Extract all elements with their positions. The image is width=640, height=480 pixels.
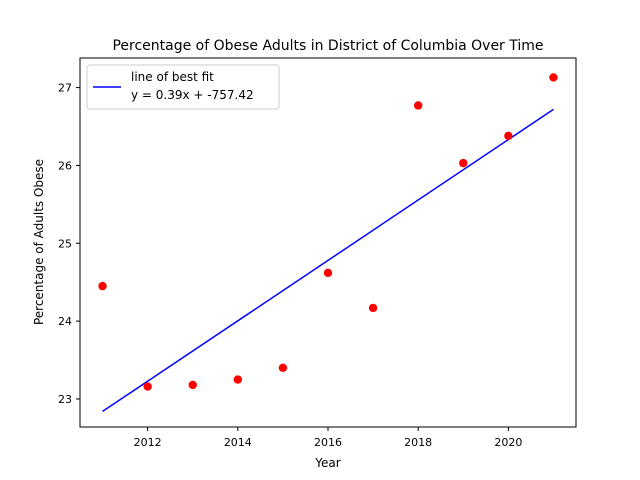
data-point [504, 131, 513, 141]
data-point [233, 375, 243, 384]
data-points-layer [98, 73, 558, 391]
legend-box [86, 64, 280, 110]
fit-line-layer [102, 108, 554, 413]
legend-fit-line-label: line of best fit [131, 70, 214, 84]
data-point [323, 268, 333, 278]
data-point [459, 158, 468, 168]
x-axis-label: Year [314, 456, 340, 470]
legend-fit-line-equation: y = 0.39x + -757.42 [131, 88, 254, 102]
x-tick-label: 2020 [494, 436, 522, 449]
line-of-best-fit [102, 108, 554, 413]
y-tick-label: 27 [58, 82, 72, 95]
y-tick-label: 25 [58, 237, 72, 250]
plot-background [80, 58, 576, 427]
data-point [98, 281, 107, 291]
y-tick-label: 24 [58, 315, 72, 328]
y-tick-label: 26 [58, 159, 72, 172]
y-axis-ticks: 23 24 25 26 27 [58, 82, 80, 406]
data-point [368, 303, 378, 313]
x-axis-ticks: 2012 2014 2016 2018 2020 [134, 427, 522, 449]
x-tick-label: 2018 [404, 436, 432, 449]
x-tick-label: 2012 [134, 436, 162, 449]
data-point [143, 382, 152, 391]
data-point [549, 73, 558, 82]
x-tick-label: 2016 [314, 436, 342, 449]
y-tick-label: 23 [58, 393, 72, 406]
chart-title: Percentage of Obese Adults in District o… [112, 38, 543, 54]
x-tick-label: 2014 [224, 436, 252, 449]
data-point [188, 380, 197, 390]
data-point [413, 101, 423, 110]
plot-area [79, 57, 577, 428]
data-point [278, 363, 288, 373]
y-axis-label: Percentage of Adults Obese [32, 159, 46, 325]
legend: line of best fit y = 0.39x + -757.42 [86, 64, 280, 110]
